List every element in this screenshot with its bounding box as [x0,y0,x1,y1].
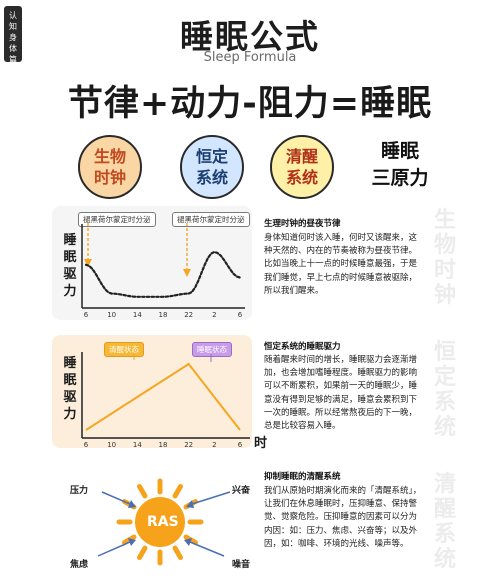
watermark-char: 清 [433,472,456,497]
circle-line: 系统 [285,168,318,187]
factor-noise: 噪音 [232,560,251,570]
category-side-tag: 认 知 身 体 篇 [4,6,22,64]
circadian-y-axis-label: 睡 眠 驱 力 [60,232,80,300]
watermark-char: 时 [433,258,456,283]
principle-circle-wake-system: 清醒 系统 [270,135,334,199]
watermark-char: 系 [433,390,456,415]
side-tag-char: 身 [9,33,17,42]
wake-system-description: 我们从原始时期演化而来的「清醒系统」，让我们在休息睡眠时，压抑睡意、保持警觉、觉… [264,486,422,549]
circle-line: 系统 [195,168,228,187]
factor-excitement: 兴奋 [232,486,251,496]
side-tag-char: 认 [9,11,17,20]
y-label-char: 眠 [63,373,77,388]
side-tag-char: 篇 [9,55,17,64]
homeostatic-heading: 恒定系统的睡眠驱力 [264,342,341,352]
watermark-char: 醒 [433,497,456,522]
watermark-char: 物 [433,233,456,258]
watermark-char: 钟 [433,283,456,308]
awake-state-tag: 清醒状态 [104,342,144,357]
sleep-formula: 节律+动力-阻力=睡眠 [67,84,433,124]
circle-line: 时钟 [93,168,126,187]
watermark-wake-system: 清 醒 系 统 [430,472,460,572]
y-label-char: 力 [63,284,77,299]
page-title: 睡眠公式 [180,17,320,56]
side-tag-char: 知 [9,22,17,31]
watermark-biological-clock: 生 物 时 钟 [430,208,460,308]
factor-anxiety: 焦虑 [70,560,89,570]
homeostatic-y-axis-label: 睡 眠 驱 力 [60,355,80,423]
watermark-char: 定 [433,365,456,390]
y-label-char: 驱 [63,390,77,405]
melatonin-tag-left: 褪黑荷尔蒙定时分泌 [78,212,156,227]
watermark-char: 统 [433,415,456,440]
watermark-homeostatic: 恒 定 系 统 [430,340,460,440]
principle-circle-homeostatic-system: 恒定 系统 [180,135,244,199]
factor-pressure: 压力 [70,486,89,496]
three-principles-line: 睡眠 [380,140,419,162]
principle-circle-biological-clock: 生物 时钟 [78,135,142,199]
y-label-char: 驱 [63,267,77,282]
melatonin-tag-right: 褪黑荷尔蒙定时分泌 [172,212,250,227]
homeostatic-description: 随着醒来时间的增长，睡眠驱力会逐渐增加，也会增加嗜睡程度。睡眠驱力的影响可以不断… [264,355,418,432]
y-label-char: 眠 [63,250,77,265]
three-principles-label: 睡眠 三原力 [360,138,440,192]
y-label-char: 力 [63,407,77,422]
page-subtitle: Sleep Formula [203,50,297,65]
y-label-char: 睡 [63,233,77,248]
circadian-description: 身体知道何时该入睡，何时又该醒来，这种天然的、内在的节奏被称为昼夜节律。比如当晚… [264,233,418,296]
ras-label: RAS [147,514,179,530]
watermark-char: 系 [433,522,456,547]
sleep-state-tag: 睡眠状态 [192,342,232,357]
circle-line: 恒定 [195,147,228,166]
wake-system-heading: 抑制睡眠的清醒系统 [264,472,341,482]
circle-line: 生物 [93,147,126,166]
three-principles-line: 三原力 [371,167,429,189]
side-tag-char: 体 [9,44,17,53]
watermark-char: 恒 [433,340,456,365]
watermark-char: 统 [433,547,456,572]
watermark-char: 生 [433,208,456,233]
circadian-heading: 生理时钟的昼夜节律 [264,219,341,229]
homeostatic-x-axis-label: 时 [254,436,268,451]
circle-line: 清醒 [285,147,318,166]
y-label-char: 睡 [63,356,77,371]
